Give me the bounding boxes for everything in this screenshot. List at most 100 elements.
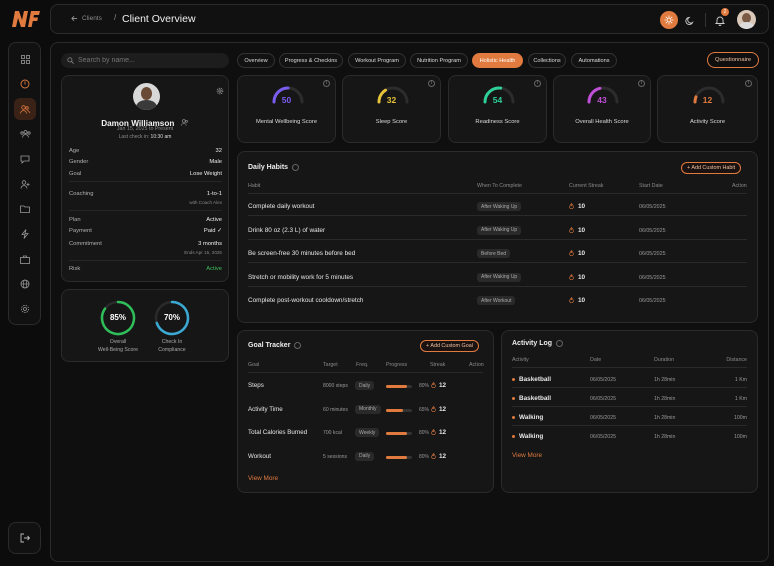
habits-column-header: Habit: [248, 183, 261, 189]
score-gauge-fill: [587, 86, 602, 104]
sidebar-item-automations[interactable]: [14, 223, 36, 245]
habit-row[interactable]: Complete post-workout cooldown/stretch Af…: [238, 291, 757, 311]
habit-when-pill: Before Bed: [477, 249, 511, 258]
sidebar-item-business[interactable]: [14, 248, 36, 270]
habit-row[interactable]: Drink 80 oz (2.3 L) of water After Waking…: [238, 221, 757, 241]
goal-streak: 12: [439, 405, 447, 413]
app-logo[interactable]: [11, 10, 41, 28]
habit-when-pill: After Waking Up: [477, 272, 522, 282]
sidebar-item-power[interactable]: [14, 73, 36, 95]
habit-row[interactable]: Be screen-free 30 minutes before bed Befo…: [238, 244, 757, 264]
habit-row[interactable]: Complete daily workout After Waking Up 10 0…: [238, 197, 757, 217]
tab-nutrition-program[interactable]: Nutrition Program: [410, 53, 468, 68]
activity-date: 06/05/2025: [590, 415, 616, 421]
habits-title: Daily Habits: [248, 164, 289, 171]
activity-dot: [512, 435, 515, 438]
goal-target: 5 sessions: [323, 453, 348, 460]
ring-gauge: [100, 300, 136, 336]
sidebar-item-dashboard[interactable]: [14, 48, 36, 70]
activity-name: Walking: [519, 433, 544, 440]
info-icon: [294, 342, 302, 349]
goal-row[interactable]: Total Calories Burned 700 kcal Weekly 80% 12: [238, 423, 493, 443]
activity-header-divider: [512, 367, 747, 368]
score-gauge: [693, 86, 724, 104]
flame-icon: [431, 429, 436, 435]
habit-name: Complete daily workout: [248, 203, 315, 210]
flame-icon: [431, 382, 436, 388]
notifications-button[interactable]: 2: [714, 8, 729, 27]
tab-workout-program[interactable]: Workout Program: [348, 53, 406, 68]
info-icon: i: [745, 80, 752, 87]
sidebar-item-messages[interactable]: [14, 148, 36, 170]
add-goal-label: + Add Custom Goal: [426, 343, 473, 349]
goals-view-more-link[interactable]: View More: [248, 475, 279, 482]
ring-label-line1: Check In: [161, 339, 183, 345]
profile-detail-value: 3 months: [198, 241, 222, 247]
flame-icon: [431, 405, 436, 412]
goal-row[interactable]: Workout 5 sessions Daily 80% 12: [238, 447, 493, 467]
tab-progress-checkins[interactable]: Progress & Checkins: [279, 53, 343, 68]
habits-header-divider: [248, 193, 747, 194]
profile-settings-button[interactable]: [216, 82, 224, 100]
sidebar-item-add-user[interactable]: [14, 173, 36, 195]
habit-when-pill: After Workout: [477, 296, 516, 305]
group-icon: [19, 130, 31, 138]
score-card: i 54 Readiness Score: [448, 75, 547, 143]
activity-duration: 1h 28min: [654, 377, 676, 383]
profile-detail-label: Payment: [69, 228, 92, 234]
goals-header: Goal Tracker: [248, 342, 302, 349]
activity-distance: 100m: [734, 434, 747, 440]
goal-frequency-pill: Weekly: [355, 428, 380, 437]
habit-row[interactable]: Stretch or mobility work for 5 minutes Af…: [238, 268, 757, 288]
activity-row[interactable]: Basketball 06/05/2025 1h 28min 1 Km: [502, 390, 757, 407]
tab-overview[interactable]: Overview: [237, 53, 275, 68]
sidebar-item-settings[interactable]: [14, 298, 36, 320]
activity-row[interactable]: Basketball 06/05/2025 1h 28min 1 Km: [502, 371, 757, 388]
activity-distance: 100m: [734, 415, 747, 421]
user-avatar[interactable]: [737, 10, 756, 29]
habit-start-date: 06/05/2025: [639, 251, 666, 257]
activity-column-header: Duration: [654, 357, 675, 363]
activity-row[interactable]: Walking 06/05/2025 1h 28min 100m: [502, 409, 757, 426]
profile-detail-value: Lose Weight: [189, 171, 222, 177]
goals-column-header: Goal: [248, 362, 260, 368]
tab-holistic-health[interactable]: Holistic Health: [472, 53, 523, 68]
score-label: Mental Wellbeing Score: [255, 119, 318, 125]
tab-collections[interactable]: Collections: [528, 53, 566, 68]
gear-icon: [216, 87, 224, 95]
back-link[interactable]: Clients: [71, 15, 102, 22]
activity-view-more-link[interactable]: View More: [512, 452, 543, 459]
search-box[interactable]: [61, 53, 229, 68]
activity-date: 06/05/2025: [590, 434, 616, 440]
globe-icon: [20, 279, 30, 289]
logout-button[interactable]: [8, 522, 41, 554]
activity-column-header: Activity: [512, 357, 529, 363]
goal-row[interactable]: Steps 8000 steps Daily 80% 12: [238, 376, 493, 396]
goal-target: 700 kcal: [323, 430, 342, 436]
activity-row[interactable]: Walking 06/05/2025 1h 28min 100m: [502, 428, 757, 445]
profile-avatar: [133, 83, 160, 110]
gear-icon: [21, 305, 29, 313]
profile-detail-value: Active: [206, 266, 222, 272]
tab-automations[interactable]: Automations: [571, 53, 617, 68]
sidebar-item-files[interactable]: [14, 198, 36, 220]
theme-dark-button[interactable]: [685, 13, 699, 27]
questionnaire-button[interactable]: Questionnaire: [707, 52, 759, 68]
theme-light-button[interactable]: [660, 11, 678, 29]
ring-value: 85%: [109, 313, 126, 322]
goal-row[interactable]: Activity Time 60 minutes Monthly 65% 12: [238, 400, 493, 420]
summary-ring: 70%: [152, 298, 192, 338]
sidebar-item-web[interactable]: [14, 273, 36, 295]
logout-icon: [20, 533, 30, 543]
activity-row-divider: [512, 406, 747, 407]
score-label: Sleep Score: [375, 119, 408, 125]
add-custom-goal-button[interactable]: + Add Custom Goal: [420, 340, 479, 352]
goals-title: Goal Tracker: [248, 342, 291, 349]
search-input[interactable]: [78, 57, 218, 64]
sidebar-item-groups[interactable]: [14, 123, 36, 145]
profile-last-checkin: Last check in: 10:30 am: [62, 134, 228, 140]
tab-label: Overview: [244, 57, 268, 64]
score-card: i 50 Mental Wellbeing Score: [237, 75, 336, 143]
add-custom-habit-button[interactable]: + Add Custom Habit: [681, 162, 742, 174]
sidebar-item-clients[interactable]: [14, 98, 36, 120]
